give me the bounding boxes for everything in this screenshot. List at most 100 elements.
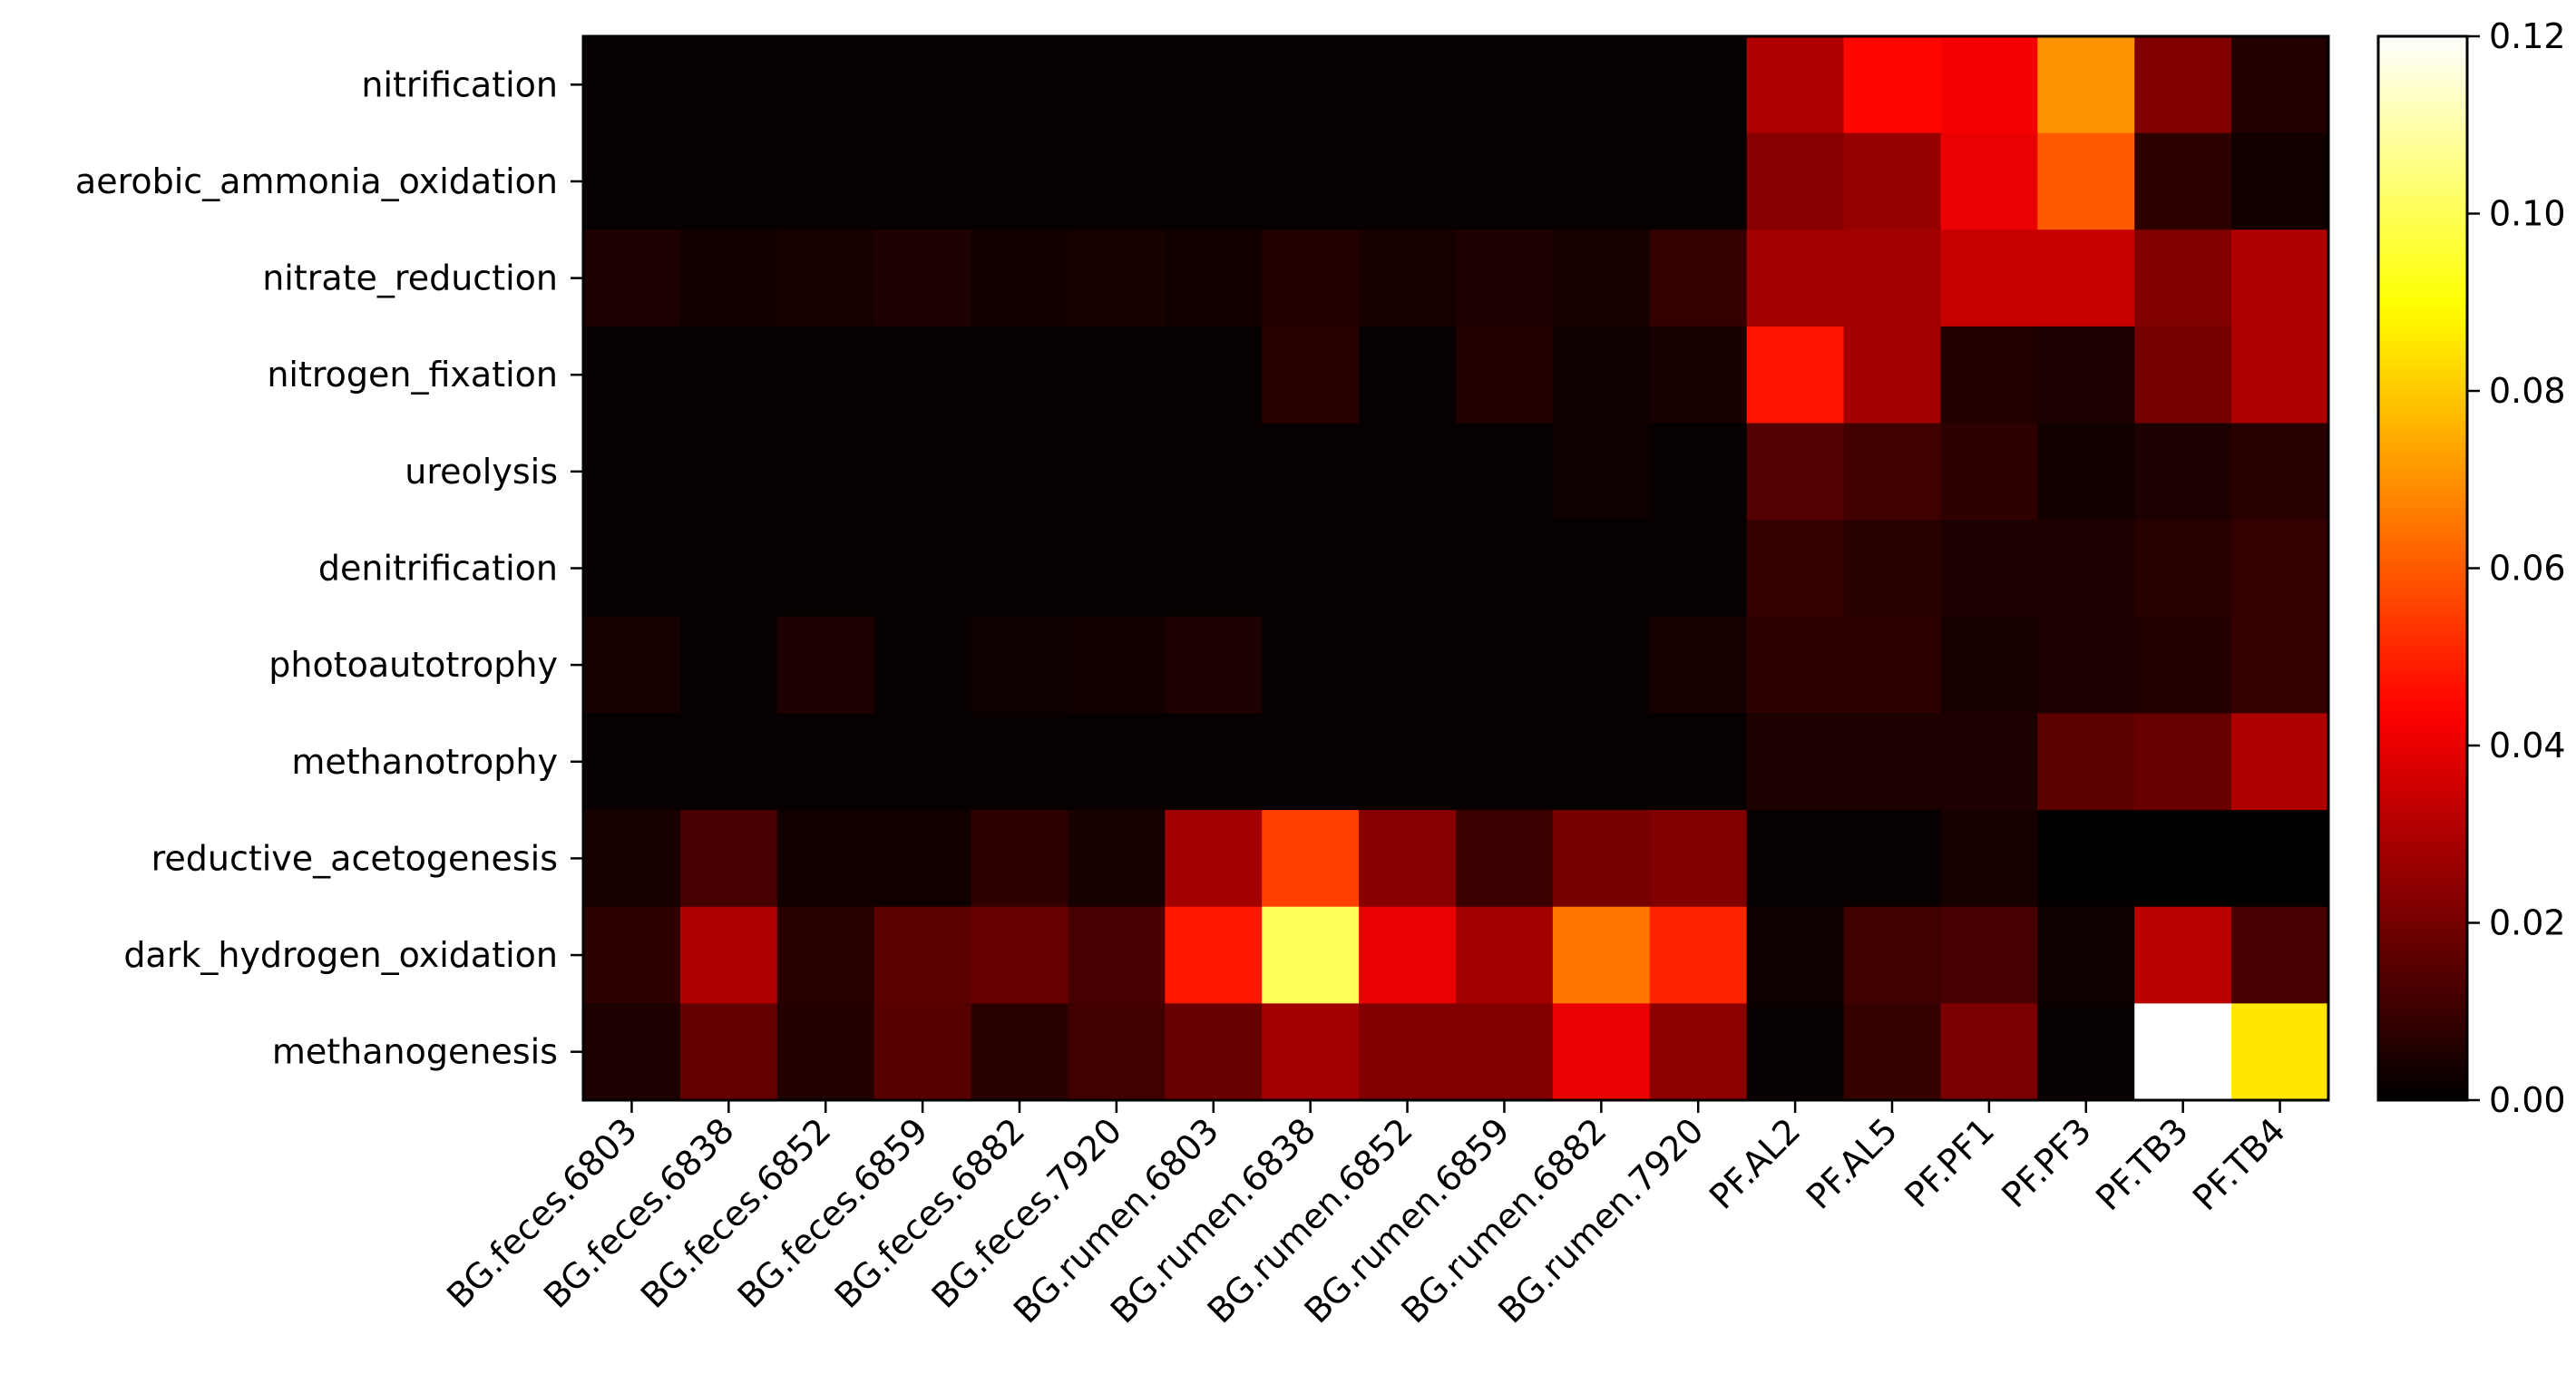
heatmap-cell [1165,810,1263,908]
heatmap-cell [1165,1003,1263,1101]
heatmap-cell [873,713,972,811]
heatmap-cell [2231,1003,2329,1101]
heatmap-cell [1359,36,1457,134]
heatmap-cell [2037,520,2135,618]
heatmap-cell [873,326,972,424]
heatmap-cell [1456,423,1554,521]
heatmap-cell [1940,423,2038,521]
heatmap-cell [1940,713,2038,811]
column-axis: BG.feces.6803BG.feces.6838BG.feces.6852B… [439,1100,2293,1331]
row-label: ureolysis [405,452,558,492]
heatmap-cell [679,520,778,618]
heatmap-cell [1843,326,1942,424]
heatmap-cell [1068,36,1166,134]
row-label: dark_hydrogen_oxidation [123,935,558,975]
row-label: reductive_acetogenesis [151,838,558,878]
heatmap-cell [2134,1003,2232,1101]
heatmap-cell [1165,520,1263,618]
heatmap-cell [1456,713,1554,811]
heatmap-cell [1746,423,1845,521]
heatmap-cell [1165,713,1263,811]
heatmap-cell [1843,132,1942,230]
heatmap-cell [1746,36,1845,134]
heatmap-cell [971,616,1069,715]
heatmap-cell [1649,36,1748,134]
heatmap-cell [679,423,778,521]
heatmap-cell [1649,132,1748,230]
heatmap-cell [971,906,1069,1004]
heatmap-cell [679,616,778,715]
heatmap-cell [1262,229,1360,327]
heatmap-cell [1068,520,1166,618]
heatmap-cell [1165,132,1263,230]
heatmap-cell [1843,906,1942,1004]
heatmap-cell [776,326,875,424]
column-label: PF.PF3 [1994,1110,2099,1215]
heatmap-cell [1359,132,1457,230]
heatmap-cell [971,36,1069,134]
heatmap-cell [1843,713,1942,811]
heatmap-cell [873,810,972,908]
heatmap-cell [873,229,972,327]
colorbar-tick-label: 0.08 [2489,371,2566,411]
heatmap-cell [1068,1003,1166,1101]
heatmap-cell [2037,229,2135,327]
heatmap-cell [776,520,875,618]
heatmap-cell [1165,229,1263,327]
heatmap-cell [1552,906,1651,1004]
heatmap-cell [2231,423,2329,521]
heatmap-cell [1649,423,1748,521]
heatmap-cell [1262,906,1360,1004]
heatmap-cell [2134,423,2232,521]
heatmap-cell [776,423,875,521]
heatmap-cell [2037,810,2135,908]
heatmap-cell [583,616,681,715]
heatmap-cell [1456,36,1554,134]
heatmap-cell [1359,423,1457,521]
heatmap-cell [1165,326,1263,424]
heatmap-cell [583,1003,681,1101]
heatmap-cell [1649,713,1748,811]
heatmap-cell [1359,713,1457,811]
heatmap-cell [1746,132,1845,230]
heatmap-cell [873,423,972,521]
row-label: methanogenesis [272,1032,558,1072]
heatmap-cell [971,520,1069,618]
row-label: nitrate_reduction [262,258,558,298]
heatmap-cell [1843,229,1942,327]
heatmap-cell [2134,520,2232,618]
row-axis: nitrification aerobic_ammonia_oxidationni… [75,64,583,1072]
heatmap-cell [2134,229,2232,327]
heatmap-cell [2134,906,2232,1004]
heatmap-cell [1262,713,1360,811]
heatmap-cell [1552,520,1651,618]
heatmap-cell [1359,1003,1457,1101]
heatmap-cell [1649,906,1748,1004]
heatmap-cell [679,36,778,134]
heatmap-cell [679,132,778,230]
heatmap-cell [1068,326,1166,424]
heatmap-cell [1262,132,1360,230]
heatmap-cell [1359,810,1457,908]
heatmap-cell [1940,229,2038,327]
heatmap-cell [679,229,778,327]
heatmap-cell [1649,616,1748,715]
heatmap-cell [1940,810,2038,908]
heatmap-cell [971,132,1069,230]
heatmap-cell [583,906,681,1004]
column-label: PF.PF1 [1897,1110,2002,1215]
heatmap-cell [971,326,1069,424]
heatmap-cell [1456,326,1554,424]
heatmap-cell [776,132,875,230]
heatmap-cell [873,36,972,134]
heatmap-cell [583,326,681,424]
heatmap-cell [1068,423,1166,521]
heatmap-cell [679,1003,778,1101]
heatmap-cell [1165,36,1263,134]
heatmap-cell [776,1003,875,1101]
heatmap-cell [2231,326,2329,424]
heatmap-cell [971,1003,1069,1101]
heatmap-cell [1843,423,1942,521]
heatmap-cell [1262,423,1360,521]
